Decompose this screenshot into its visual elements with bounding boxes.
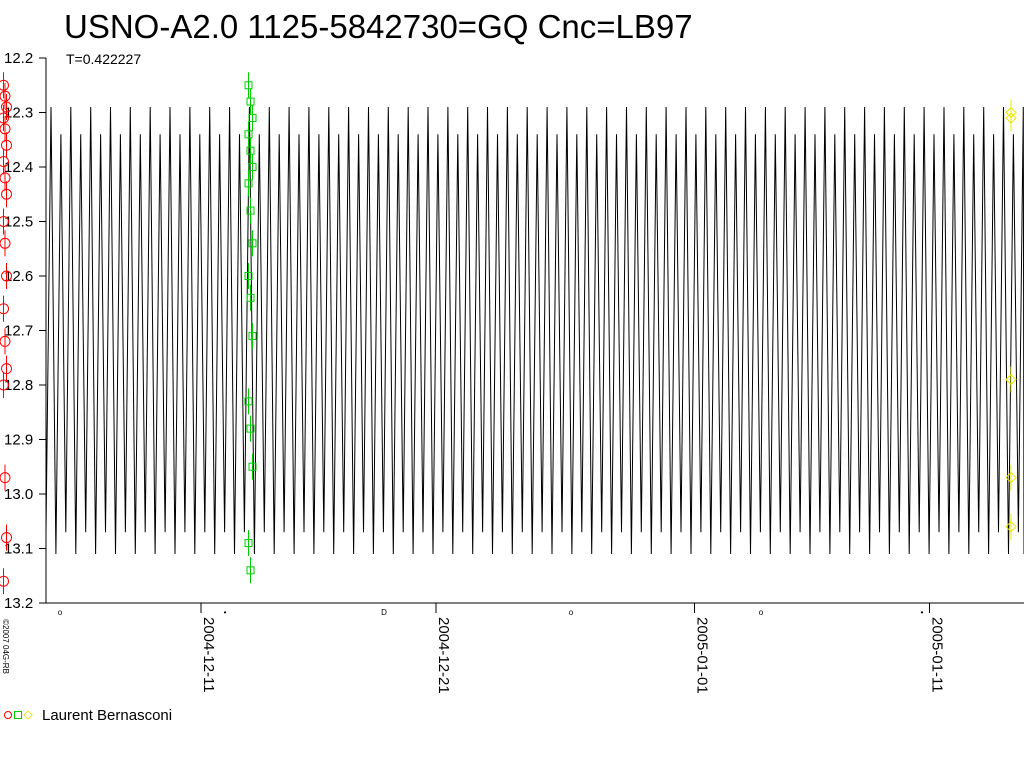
night-marker: o: [58, 608, 63, 617]
data-point: [244, 72, 253, 99]
night-marker: o: [569, 608, 574, 617]
data-point: [0, 104, 9, 131]
data-point: [246, 88, 255, 115]
legend-square-icon: [14, 711, 22, 719]
legend: Laurent Bernasconi: [4, 705, 172, 725]
data-point: [246, 557, 255, 584]
data-point: [246, 284, 255, 311]
x-tick-label: 2004-12-21: [435, 617, 452, 694]
data-point: [244, 530, 253, 557]
data-point: [0, 148, 9, 175]
copyright-label: ©2007 04G-RB: [0, 619, 10, 674]
chart-title: USNO-A2.0 1125-5842730=GQ Cnc=LB97: [64, 8, 693, 45]
data-point: [248, 154, 257, 180]
legend-circle-icon: [4, 711, 12, 719]
y-tick-label: 12.8: [4, 377, 33, 394]
data-point: [248, 230, 257, 257]
data-point: [1005, 366, 1017, 393]
data-point: [246, 415, 255, 442]
data-point: [0, 208, 9, 235]
night-marker: o: [759, 608, 764, 617]
data-points: [0, 72, 1017, 595]
y-tick-label: 13.1: [4, 541, 33, 558]
data-point: [248, 322, 257, 349]
data-point: [244, 388, 253, 415]
night-marker: D: [381, 608, 387, 617]
model-curve-path: [45, 106, 1024, 555]
y-tick-label: 12.2: [4, 50, 33, 67]
data-point: [248, 104, 257, 131]
data-point: [0, 72, 9, 99]
y-tick-label: 12.9: [4, 432, 33, 449]
chart-subtitle: T=0.422227: [66, 51, 142, 67]
data-point: [1005, 104, 1017, 131]
data-point: [0, 115, 11, 142]
data-point: [1005, 464, 1017, 491]
data-point: [244, 170, 253, 197]
data-point: [0, 295, 9, 322]
data-point: [1, 181, 12, 208]
data-point: [0, 164, 11, 191]
y-tick-label: 12.6: [4, 268, 33, 285]
data-point: [244, 263, 253, 289]
axes: 12.212.312.412.512.612.712.812.913.013.1…: [4, 50, 1024, 694]
y-tick-label: 12.5: [4, 214, 33, 231]
data-point: [248, 453, 257, 480]
data-point: [1, 355, 12, 382]
data-point: [0, 83, 11, 110]
data-point: [246, 137, 255, 164]
y-tick-label: 13.2: [4, 595, 33, 612]
x-tick-label: 2005-01-01: [694, 617, 711, 694]
data-point: [1, 524, 12, 551]
model-light-curve: [45, 106, 1024, 555]
data-point: [0, 230, 11, 257]
data-point: [244, 121, 253, 148]
data-point: [1, 94, 12, 121]
y-tick-label: 12.7: [4, 323, 33, 340]
data-point: [0, 328, 11, 355]
night-marker: •: [921, 608, 924, 617]
data-point: [1, 263, 12, 289]
night-marker: •: [224, 608, 227, 617]
data-point: [1005, 513, 1017, 540]
data-point: [1, 132, 12, 159]
legend-diamond-icon: [23, 710, 33, 720]
data-point: [246, 197, 255, 224]
x-tick-label: 2005-01-11: [929, 617, 946, 693]
data-point: [0, 568, 9, 595]
x-tick-label: 2004-12-11: [200, 617, 217, 693]
y-tick-label: 13.0: [4, 486, 33, 503]
legend-entry-label: Laurent Bernasconi: [42, 706, 173, 724]
data-point: [0, 464, 11, 491]
data-point: [0, 372, 9, 398]
y-tick-label: 12.4: [4, 159, 33, 176]
